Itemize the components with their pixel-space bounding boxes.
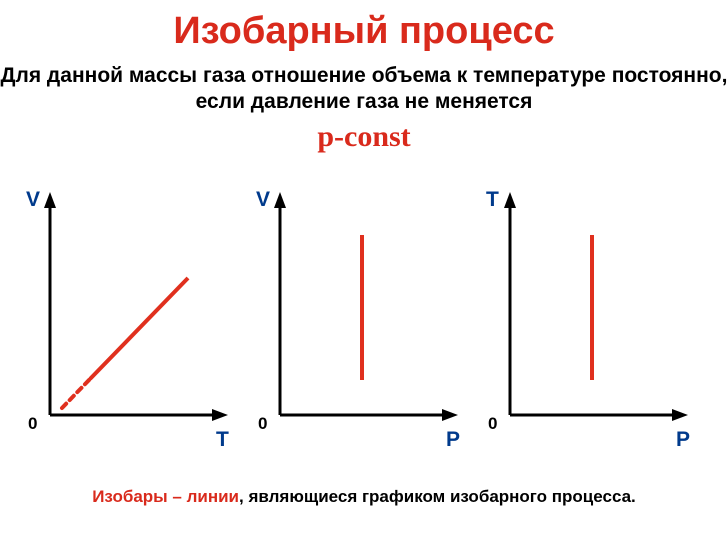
y-axis-label: V [26, 188, 40, 212]
y-axis-arrow [274, 192, 286, 208]
x-axis-label: P [446, 428, 460, 452]
x-axis-label: P [676, 428, 690, 452]
chart-tp: T P 0 [480, 180, 700, 460]
x-axis-arrow [672, 409, 688, 421]
y-axis-label: V [256, 188, 270, 212]
chart-tp-svg [480, 180, 700, 460]
y-axis-arrow [504, 192, 516, 208]
chart-vt-svg [20, 180, 240, 460]
slide-caption: Изобары – линии, являющиеся графиком изо… [0, 487, 728, 507]
x-axis-label: T [216, 428, 229, 452]
slide-title: Изобарный процесс [0, 10, 728, 53]
slide-subtitle: Для данной массы газа отношение объема к… [0, 63, 728, 116]
origin-label: 0 [488, 414, 497, 434]
charts-row: V T 0 V P 0 T [0, 180, 728, 480]
isobar-line [90, 278, 188, 379]
slide: Изобарный процесс Для данной массы газа … [0, 0, 728, 546]
isobar-dashed [62, 379, 90, 408]
chart-vp: V P 0 [250, 180, 470, 460]
formula-text: p-const [0, 120, 728, 154]
x-axis-arrow [212, 409, 228, 421]
y-axis-arrow [44, 192, 56, 208]
caption-rest: , являющиеся графиком изобарного процесс… [239, 487, 636, 506]
origin-label: 0 [28, 414, 37, 434]
caption-lead: Изобары – линии [92, 487, 239, 506]
chart-vp-svg [250, 180, 470, 460]
x-axis-arrow [442, 409, 458, 421]
origin-label: 0 [258, 414, 267, 434]
chart-vt: V T 0 [20, 180, 240, 460]
y-axis-label: T [486, 188, 499, 212]
